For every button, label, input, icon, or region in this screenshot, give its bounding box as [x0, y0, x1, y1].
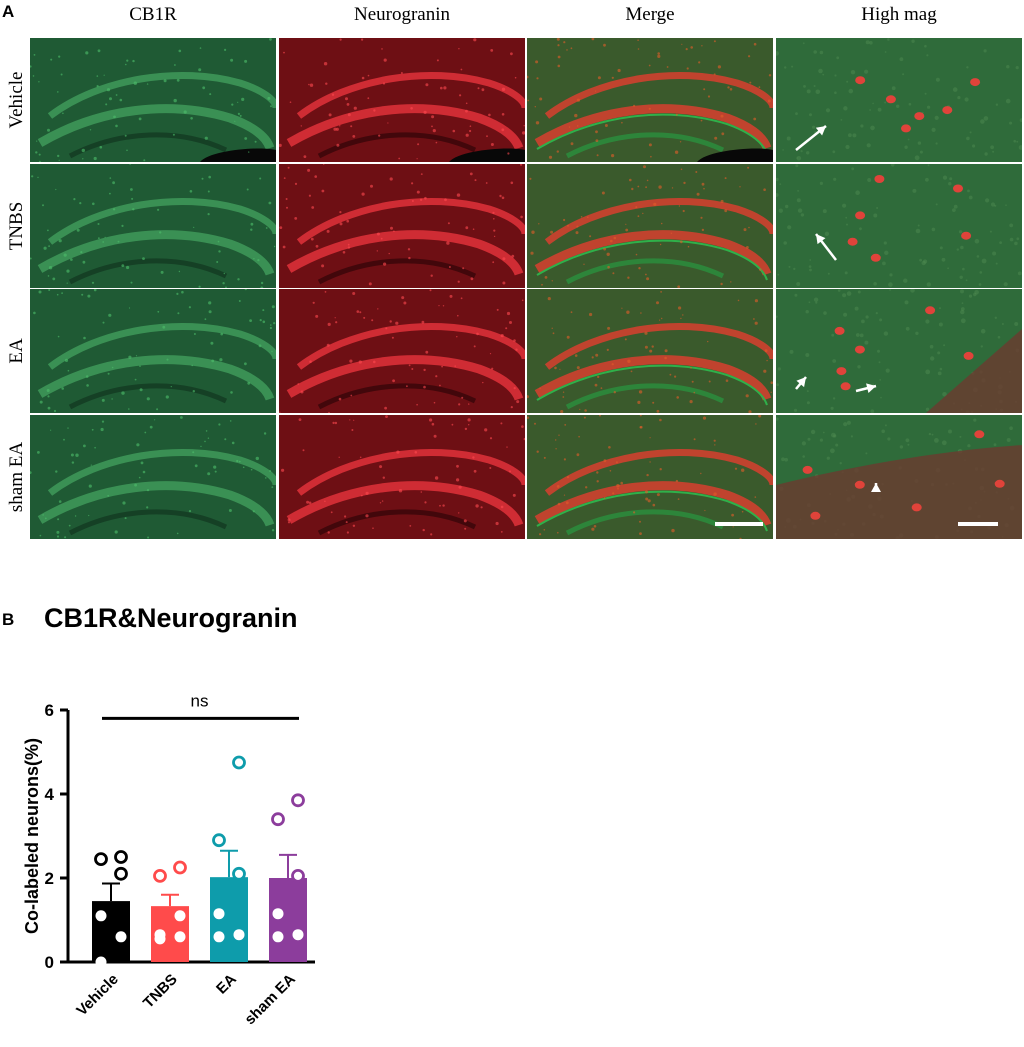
row-label-vehicle: Vehicle — [6, 71, 27, 129]
panel-b-letter: B — [2, 610, 15, 629]
column-header-neurogranin: Neurogranin — [353, 4, 451, 25]
arrow-icon — [795, 125, 827, 151]
panel-a-letter: A — [2, 2, 15, 21]
row-label-sham-ea: sham EA — [6, 441, 27, 513]
column-header-high-mag: High mag — [861, 4, 937, 25]
data-point — [115, 931, 127, 943]
data-point — [114, 866, 128, 881]
data-point — [94, 852, 108, 867]
data-point — [292, 929, 304, 941]
data-point — [153, 868, 167, 883]
significance-label: ns — [191, 691, 209, 710]
row-label-tnbs: TNBS — [6, 201, 27, 251]
micrograph-vehicle-cb1r — [30, 38, 276, 162]
data-point — [291, 868, 305, 883]
data-point — [232, 866, 246, 881]
micrograph-grid — [30, 38, 1024, 540]
y-tick-label: 6 — [45, 701, 54, 720]
x-tick-label: sham EA — [241, 971, 299, 1029]
micrograph-sham-ea-cb1r — [30, 415, 276, 539]
data-point — [154, 929, 166, 941]
y-tick-label: 4 — [45, 785, 55, 804]
data-point — [291, 793, 305, 808]
row-label-ea: EA — [6, 338, 27, 364]
bar-ea — [210, 877, 248, 962]
scale-bar — [958, 522, 998, 526]
micrograph-ea-merge — [527, 289, 773, 413]
bar-chart: 0 2 4 6Co-labeled neurons(%) Vehicle TNBS EA sh… — [22, 691, 315, 1029]
data-point — [213, 931, 225, 943]
micrograph-vehicle-neurogranin — [279, 38, 525, 162]
micrograph-sham-ea-high-mag — [776, 415, 1022, 539]
y-tick-label: 2 — [45, 869, 54, 888]
bar-sham-ea — [269, 878, 307, 962]
scale-bar — [715, 522, 763, 526]
y-tick-label: 0 — [45, 953, 54, 972]
data-point — [95, 956, 107, 968]
y-axis-label: Co-labeled neurons(%) — [22, 738, 42, 934]
x-tick-label: TNBS — [140, 971, 181, 1012]
arrow-icon — [815, 233, 837, 261]
micrograph-tnbs-neurogranin — [279, 164, 525, 288]
data-point — [114, 850, 128, 864]
column-header-merge: Merge — [625, 4, 675, 25]
x-tick-label: EA — [213, 971, 240, 998]
data-point — [233, 929, 245, 941]
arrow-icon — [871, 483, 881, 492]
column-header-cb1r: CB1R — [129, 4, 177, 25]
micrograph-tnbs-merge — [527, 164, 773, 288]
data-point — [213, 908, 225, 920]
micrograph-sham-ea-merge — [527, 415, 773, 539]
data-point — [174, 931, 186, 943]
micrograph-ea-high-mag — [776, 289, 1022, 413]
micrograph-vehicle-merge — [527, 38, 773, 162]
bar-vehicle — [92, 901, 130, 962]
data-point — [174, 910, 186, 922]
chart-title: CB1R&Neurogranin — [44, 603, 298, 633]
data-point — [173, 860, 187, 875]
x-tick-label: Vehicle — [73, 971, 122, 1020]
micrograph-ea-neurogranin — [279, 289, 525, 413]
micrograph-vehicle-high-mag — [776, 38, 1022, 162]
data-point — [232, 755, 246, 770]
data-point — [95, 910, 107, 922]
arrow-icon — [795, 376, 807, 390]
arrow-icon — [855, 383, 877, 394]
micrograph-tnbs-cb1r — [30, 164, 276, 288]
micrograph-sham-ea-neurogranin — [279, 415, 525, 539]
micrograph-tnbs-high-mag — [776, 164, 1022, 288]
data-point — [212, 833, 226, 848]
data-point — [272, 908, 284, 920]
micrograph-ea-cb1r — [30, 289, 276, 413]
data-point — [272, 931, 284, 943]
data-point — [271, 812, 285, 827]
